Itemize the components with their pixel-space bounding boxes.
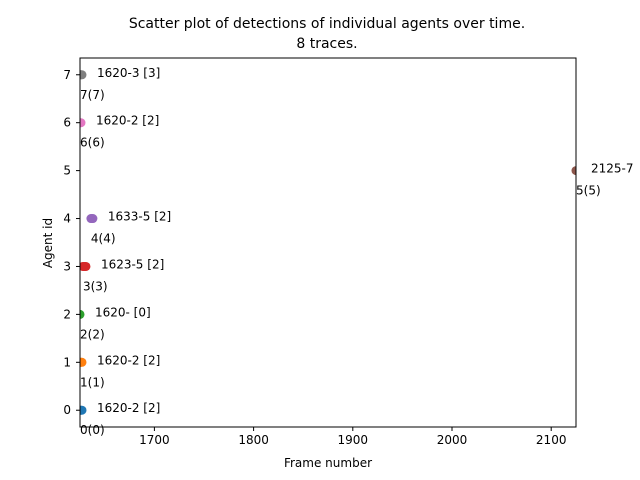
data-point: [80, 405, 87, 415]
data-point: [571, 166, 576, 176]
agent-id-label: 5(5): [576, 184, 601, 198]
x-tick-label: 1700: [139, 433, 170, 447]
y-tick-label: 1: [63, 355, 71, 369]
data-point: [80, 357, 87, 367]
x-axis-label: Frame number: [284, 456, 372, 470]
x-tick-label: 2000: [437, 433, 468, 447]
trace-label: 1623-5 [2]: [101, 257, 164, 271]
data-marks: 0(0) 1620-2 [2] 1(1) 1620-2 [2] 2(2) 1620- [0…: [80, 66, 634, 437]
y-tick-label: 2: [63, 307, 71, 321]
trace-label: 2125-7: [591, 162, 634, 176]
agent-id-label: 6(6): [80, 136, 105, 150]
agent-id-label: 4(4): [91, 232, 116, 246]
chart-title: Scatter plot of detections of individual…: [129, 16, 525, 32]
trace-label: 1620-2 [2]: [96, 114, 159, 128]
y-tick-label: 0: [63, 403, 71, 417]
data-point: [81, 261, 91, 271]
agent-id-label: 1(1): [80, 375, 105, 389]
data-point: [88, 214, 98, 224]
trace-label: 1620-2 [2]: [97, 401, 160, 415]
data-point: [80, 118, 86, 128]
trace-label: 1620-2 [2]: [97, 353, 160, 367]
y-axis-ticks: 0 1 2 3 4 5 6 7: [63, 68, 80, 417]
y-axis-label: Agent id: [41, 218, 55, 268]
data-point: [80, 309, 85, 319]
y-tick-label: 7: [63, 68, 71, 82]
agent-id-label: 0(0): [80, 423, 105, 437]
chart-subtitle: 8 traces.: [296, 36, 357, 52]
x-axis-ticks: 1700 1800 1900 2000 2100: [139, 427, 566, 447]
x-tick-label: 1900: [338, 433, 369, 447]
data-point: [80, 70, 87, 80]
x-tick-label: 2100: [536, 433, 567, 447]
agent-id-label: 7(7): [80, 88, 105, 102]
y-tick-label: 3: [63, 259, 71, 273]
x-tick-label: 1800: [238, 433, 269, 447]
y-tick-label: 5: [63, 164, 71, 178]
trace-label: 1620- [0]: [95, 305, 151, 319]
agent-id-label: 3(3): [83, 279, 108, 293]
y-tick-label: 4: [63, 212, 71, 226]
y-tick-label: 6: [63, 116, 71, 130]
agent-id-label: 2(2): [80, 327, 105, 341]
trace-label: 1620-3 [3]: [97, 66, 160, 80]
trace-label: 1633-5 [2]: [108, 210, 171, 224]
plot-frame: [79, 57, 577, 428]
